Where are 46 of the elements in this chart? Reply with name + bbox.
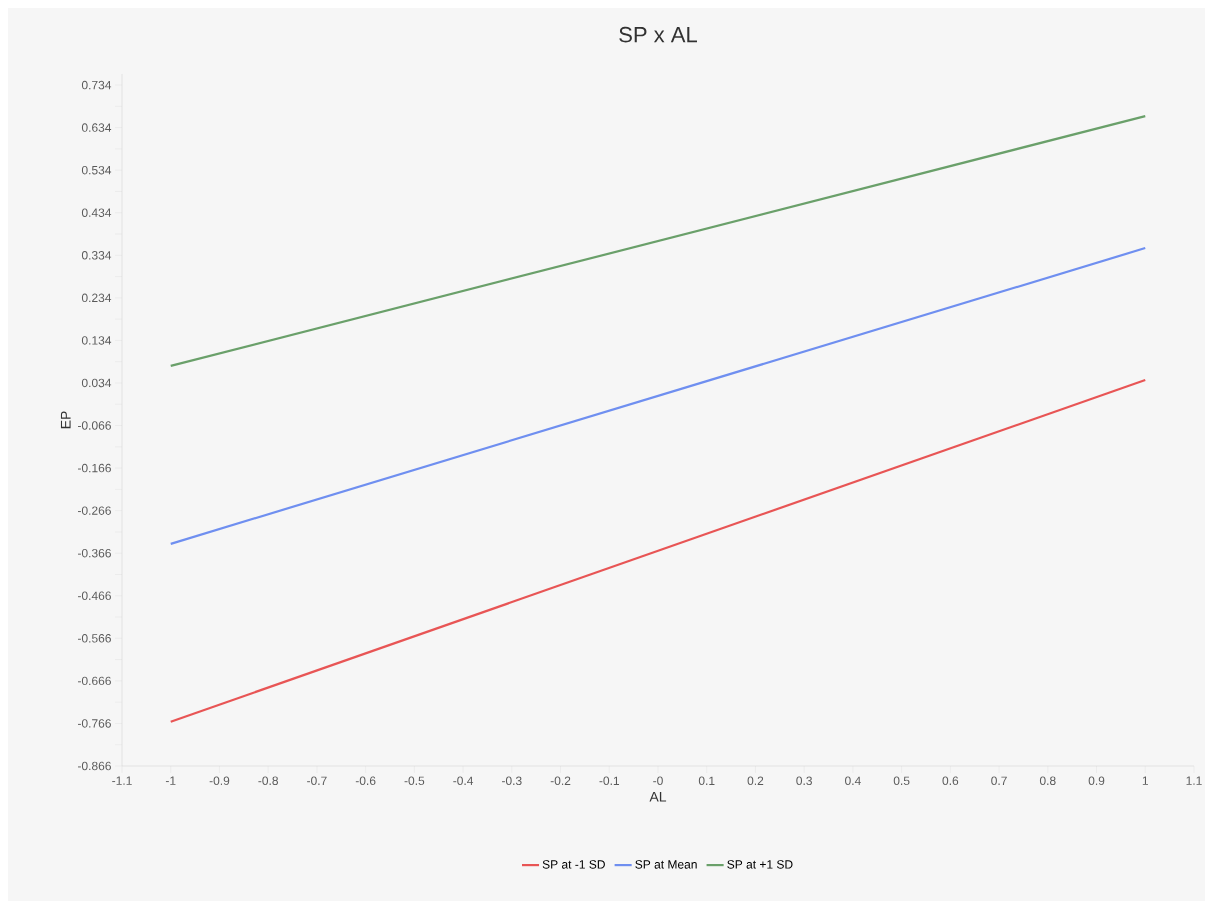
- y-axis-title: EP: [60, 411, 71, 429]
- y-tick-label: -0.166: [77, 463, 111, 473]
- x-tick-label: 0.5: [893, 776, 910, 786]
- x-tick-label: 0.1: [698, 776, 715, 786]
- y-tick-label: -0.466: [77, 591, 111, 600]
- x-tick-label: -1.1: [112, 776, 132, 785]
- y-tick-label: -0.266: [77, 506, 111, 515]
- y-tick-label: 0.434: [81, 208, 112, 217]
- y-tick-label: -0.666: [77, 676, 111, 686]
- x-tick-label: 0.6: [942, 776, 959, 786]
- x-tick-label: -0.6: [355, 776, 376, 786]
- y-tick-label: 0.734: [81, 80, 112, 90]
- y-tick-label: -0.366: [77, 548, 111, 558]
- y-tick-label: 0.534: [81, 165, 112, 175]
- x-tick-label: -0.2: [550, 776, 571, 786]
- y-tick-label: 0.634: [81, 123, 112, 132]
- y-tick-label: 0.134: [81, 336, 112, 345]
- y-tick-label: -0.066: [77, 421, 111, 430]
- legend-label: SP at Mean: [635, 860, 697, 869]
- x-tick-label: 0.7: [991, 776, 1007, 786]
- x-tick-label: 0.8: [1039, 776, 1056, 786]
- x-tick-label: -0.7: [307, 776, 327, 786]
- y-tick-label: -0.866: [77, 761, 111, 771]
- y-tick-label: 0.334: [81, 251, 112, 260]
- y-tick-label: -0.766: [77, 719, 111, 728]
- x-tick-label: 0.4: [845, 776, 861, 786]
- x-tick-label: -0.3: [502, 776, 522, 786]
- y-tick-label: 0.034: [81, 378, 112, 388]
- x-tick-label: -0.8: [258, 776, 278, 786]
- x-tick-label: 1.1: [1186, 776, 1202, 785]
- y-tick-label: 0.234: [81, 293, 112, 303]
- x-axis-title: AL: [649, 791, 667, 802]
- x-tick-label: -0.5: [404, 776, 425, 786]
- legend-label: SP at +1 SD: [727, 860, 793, 869]
- x-tick-label: -1: [165, 776, 176, 785]
- x-tick-label: 1: [1142, 776, 1148, 785]
- x-tick-label: -0.1: [599, 776, 620, 786]
- x-tick-label: -0: [653, 776, 663, 786]
- legend-label: SP at -1 SD: [542, 860, 605, 869]
- x-tick-label: 0.9: [1088, 776, 1105, 786]
- x-tick-label: 0.2: [747, 776, 764, 786]
- chart-title: SP x AL: [619, 26, 697, 43]
- y-tick-label: -0.566: [77, 634, 111, 643]
- x-tick-label: -0.4: [453, 776, 474, 786]
- x-tick-label: -0.9: [209, 776, 230, 786]
- x-tick-label: 0.3: [796, 776, 812, 786]
